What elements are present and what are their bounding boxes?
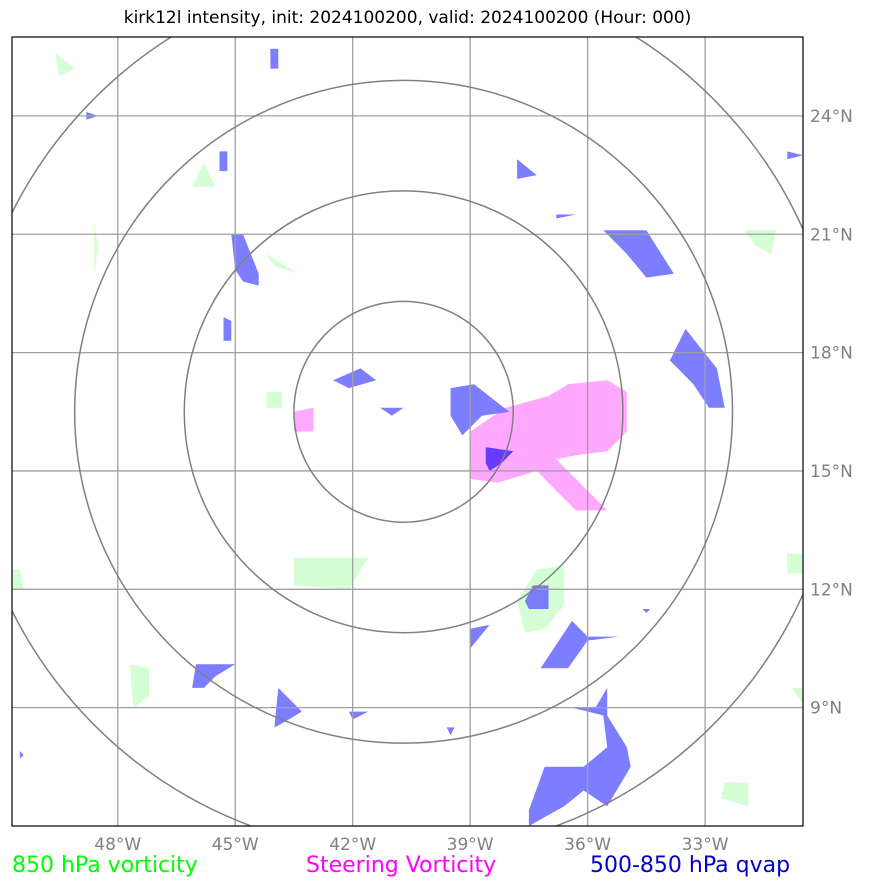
vorticity-850-patch-1: [94, 222, 99, 274]
vorticity-850-patch-7: [129, 664, 150, 708]
qvap-patch-14: [470, 624, 490, 649]
qvap-patch-23: [446, 727, 455, 736]
steering-vorticity-patch-1: [293, 407, 314, 432]
qvap-patch-22: [19, 751, 24, 759]
range-ring-2: [73, 79, 734, 744]
plot-area: [12, 0, 803, 826]
vorticity-850-patch-2: [192, 163, 216, 187]
chart-title: kirk12l intensity, init: 2024100200, val…: [123, 8, 692, 28]
vorticity-850-patch-12: [12, 569, 24, 590]
vorticity-850-patch-10: [787, 553, 803, 574]
tick-labels: 48°W 45°W 42°W 39°W 36°W 33°W 24°N 21°N 18°N 15°N…: [94, 107, 853, 855]
lon-tick-label: 42°W: [329, 835, 376, 855]
qvap-patch-16: [192, 664, 236, 688]
qvap-patch-5: [333, 368, 377, 389]
qvap-patch-10: [556, 214, 576, 219]
qvap-patch-12: [669, 328, 725, 408]
qvap-patch-18: [348, 711, 369, 720]
qvap-patch-20: [642, 609, 651, 613]
qvap-patch-15: [540, 620, 619, 669]
lon-tick-label: 36°W: [564, 835, 611, 855]
lon-tick-label: 45°W: [212, 835, 259, 855]
qvap-patch-11: [603, 230, 674, 278]
vorticity-850-patch-5: [293, 557, 369, 590]
lat-tick-label: 24°N: [810, 107, 853, 127]
vorticity-850-patch-13: [791, 687, 803, 704]
vorticity-850-patch-11: [720, 782, 749, 807]
lat-tick-label: 9°N: [810, 699, 842, 719]
vorticity-850-patch-8: [635, 0, 647, 17]
lat-tick-label: 15°N: [810, 462, 853, 482]
qvap-patch-6: [380, 407, 404, 416]
gridlines: [12, 37, 803, 826]
qvap-patch-19: [528, 687, 631, 826]
lat-tick-label: 12°N: [810, 580, 853, 600]
vorticity-850-layer: [12, 0, 803, 807]
vorticity-850-patch-3: [266, 254, 298, 274]
qvap-patch-2: [219, 151, 228, 172]
plot-frame: [11, 36, 804, 827]
qvap-patch-7: [450, 384, 510, 436]
lat-tick-label: 21°N: [810, 225, 853, 245]
lon-tick-label: 33°W: [682, 835, 729, 855]
qvap-patch-9: [517, 159, 537, 179]
legend-qvap: 500-850 hPa qvap: [590, 853, 791, 878]
lat-tick-label: 18°N: [810, 344, 853, 364]
vorticity-850-patch-0: [55, 52, 75, 77]
qvap-patch-21: [787, 151, 803, 160]
vorticity-850-patch-4: [266, 392, 283, 408]
lon-tick-label: 39°W: [447, 835, 494, 855]
legend-850-vorticity: 850 hPa vorticity: [12, 853, 198, 878]
range-ring-0: [293, 300, 514, 523]
qvap-patch-1: [270, 48, 279, 69]
qvap-patch-4: [223, 317, 232, 341]
range-ring-3: [12, 37, 803, 826]
qvap-overlap-patch: [485, 447, 514, 471]
range-rings: [12, 37, 803, 826]
vorticity-850-patch-9: [744, 230, 776, 254]
qvap-layer: [19, 48, 803, 826]
lon-tick-label: 48°W: [94, 835, 141, 855]
range-ring-1: [183, 190, 624, 634]
legend-steering-vorticity: Steering Vorticity: [306, 853, 497, 878]
